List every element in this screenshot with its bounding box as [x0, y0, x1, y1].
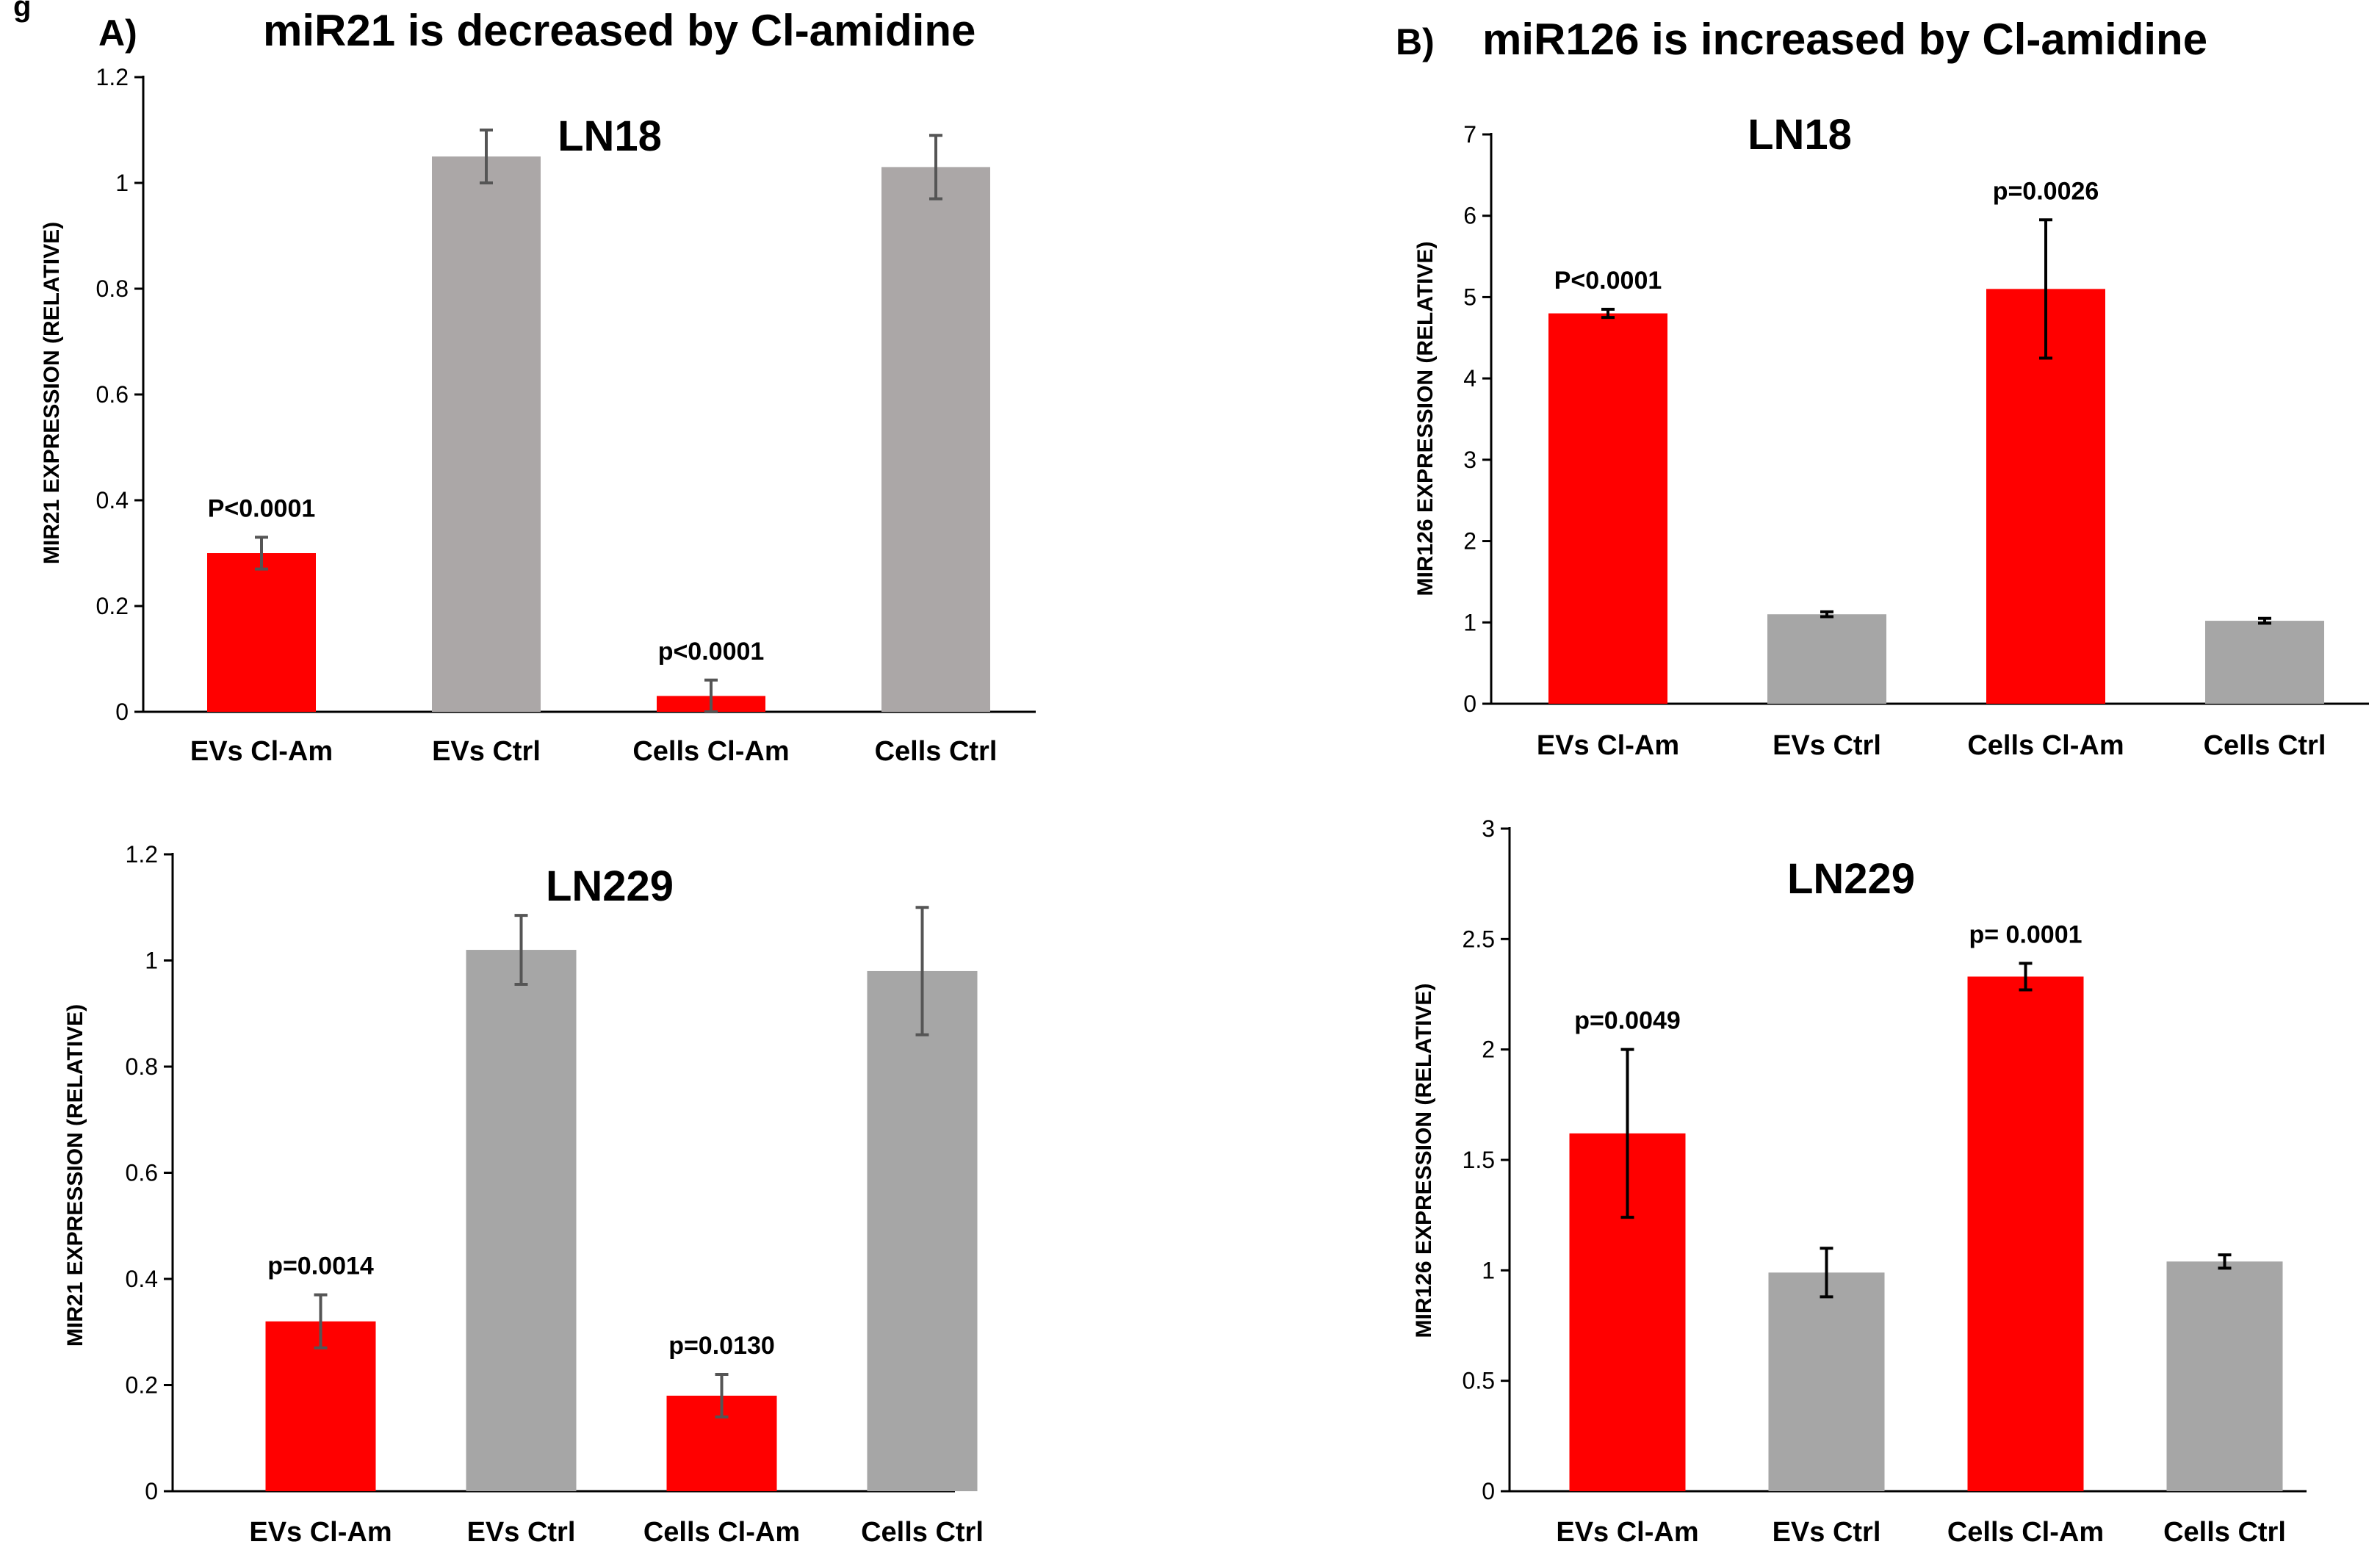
y-tick-label: 0.6 — [96, 381, 129, 408]
y-tick-label: 0.8 — [96, 275, 129, 302]
y-tick-label: 0.5 — [1463, 1368, 1495, 1394]
y-tick-label: 0.6 — [126, 1160, 158, 1186]
bar-4 — [2205, 621, 2324, 704]
bar-2 — [466, 950, 577, 1491]
y-tick-label: 0.4 — [126, 1266, 158, 1292]
category-label: EVs Cl-Am — [1537, 730, 1679, 761]
category-label: EVs Ctrl — [1773, 1517, 1881, 1548]
y-tick-label: 0.2 — [96, 593, 129, 619]
y-tick-label: 0 — [1463, 691, 1476, 717]
bar-1 — [1548, 313, 1667, 704]
y-tick-label: 1.5 — [1463, 1147, 1495, 1173]
panel-b-title: miR126 is increased by Cl-amidine — [1482, 15, 2207, 64]
y-tick-label: 1 — [115, 170, 129, 196]
chart-title: LN18 — [558, 112, 662, 160]
category-label: EVs Ctrl — [467, 1517, 576, 1548]
bar-2 — [1767, 614, 1886, 704]
bar-4 — [867, 970, 978, 1491]
y-tick-label: 4 — [1463, 365, 1476, 392]
y-tick-label: 3 — [1463, 447, 1476, 473]
bar-2 — [1768, 1272, 1885, 1491]
category-label: Cells Cl-Am — [632, 736, 789, 767]
p-value-label: p=0.0014 — [267, 1252, 374, 1280]
y-tick-label: 0 — [115, 699, 129, 725]
y-tick-label: 1 — [1463, 609, 1476, 635]
p-value-label: P<0.0001 — [208, 494, 316, 522]
y-tick-label: 0.2 — [126, 1372, 158, 1399]
category-label: Cells Ctrl — [2204, 730, 2326, 761]
y-tick-label: 7 — [1463, 121, 1476, 148]
bar-4 — [2166, 1261, 2283, 1491]
y-tick-label: 1 — [1482, 1257, 1495, 1283]
p-value-label: P<0.0001 — [1554, 267, 1662, 295]
y-tick-label: 3 — [1482, 815, 1495, 842]
panel-a-letter: A) — [98, 12, 137, 54]
y-tick-label: 0 — [1482, 1478, 1495, 1504]
y-axis-label: MIR126 EXPRESSION (RELATIVE) — [1413, 242, 1438, 596]
y-tick-label: 0 — [145, 1478, 158, 1504]
y-tick-label: 1 — [145, 948, 158, 974]
category-label: EVs Cl-Am — [190, 736, 333, 767]
bar-2 — [432, 156, 541, 712]
y-axis-label: MIR126 EXPRESSION (RELATIVE) — [1412, 984, 1436, 1338]
category-label: Cells Cl-Am — [1947, 1517, 2104, 1548]
p-value-label: p= 0.0001 — [1969, 920, 2082, 948]
category-label: Cells Cl-Am — [1967, 730, 2124, 761]
bar-1 — [265, 1321, 376, 1491]
y-tick-label: 2 — [1463, 528, 1476, 555]
category-label: Cells Ctrl — [2163, 1517, 2286, 1548]
y-tick-label: 6 — [1463, 203, 1476, 229]
bar-4 — [881, 167, 990, 712]
panel-b-letter: B) — [1396, 21, 1435, 62]
bar-1 — [207, 553, 316, 712]
y-tick-label: 1.2 — [126, 841, 158, 868]
p-value-label: p=0.0049 — [1574, 1007, 1681, 1035]
p-value-label: p=0.0026 — [1993, 177, 2099, 205]
category-label: EVs Ctrl — [432, 736, 541, 767]
y-tick-label: 0.8 — [126, 1053, 158, 1080]
chart-title: LN18 — [1748, 111, 1852, 159]
chart-title: LN229 — [546, 862, 674, 910]
p-value-label: p=0.0130 — [668, 1332, 775, 1360]
category-label: Cells Cl-Am — [643, 1517, 800, 1548]
y-tick-label: 2 — [1482, 1037, 1495, 1063]
y-tick-label: 0.4 — [96, 487, 129, 513]
bar-3 — [1967, 976, 2084, 1491]
p-value-label: p<0.0001 — [658, 638, 765, 666]
category-label: EVs Ctrl — [1773, 730, 1881, 761]
category-label: Cells Ctrl — [861, 1517, 984, 1548]
chart-mir21-ln229: 0 0.2 0.4 0.6 0.8 1 1.2 MIR21 EXPRESSION (RELAT… — [63, 841, 984, 1548]
category-label: EVs Cl-Am — [1556, 1517, 1698, 1548]
chart-title: LN229 — [1787, 855, 1915, 903]
y-axis-label: MIR21 EXPRESSION (RELATIVE) — [63, 1004, 87, 1347]
panel-a-title: miR21 is decreased by Cl-amidine — [263, 6, 976, 55]
y-tick-label: 2.5 — [1463, 926, 1495, 952]
chart-mir21-ln18: 0 0.2 0.4 0.6 0.8 1 1.2 MIR21 EXPRESSION (RELAT… — [40, 64, 1036, 767]
chart-mir126-ln229: 0 0.5 1 1.5 2 2.5 3 MIR126 EXPRESSION (RELATIVE… — [1412, 815, 2307, 1548]
category-label: Cells Ctrl — [875, 736, 998, 767]
chart-mir126-ln18: 0 1 2 3 4 5 6 7 MIR126 EXPRESSION (RELATIVE) LN18… — [1413, 111, 2369, 761]
y-tick-label: 1.2 — [96, 64, 129, 90]
y-tick-label: 5 — [1463, 284, 1476, 310]
y-axis-label: MIR21 EXPRESSION (RELATIVE) — [40, 222, 64, 564]
category-label: EVs Cl-Am — [249, 1517, 392, 1548]
corner-mark: g — [13, 0, 31, 23]
